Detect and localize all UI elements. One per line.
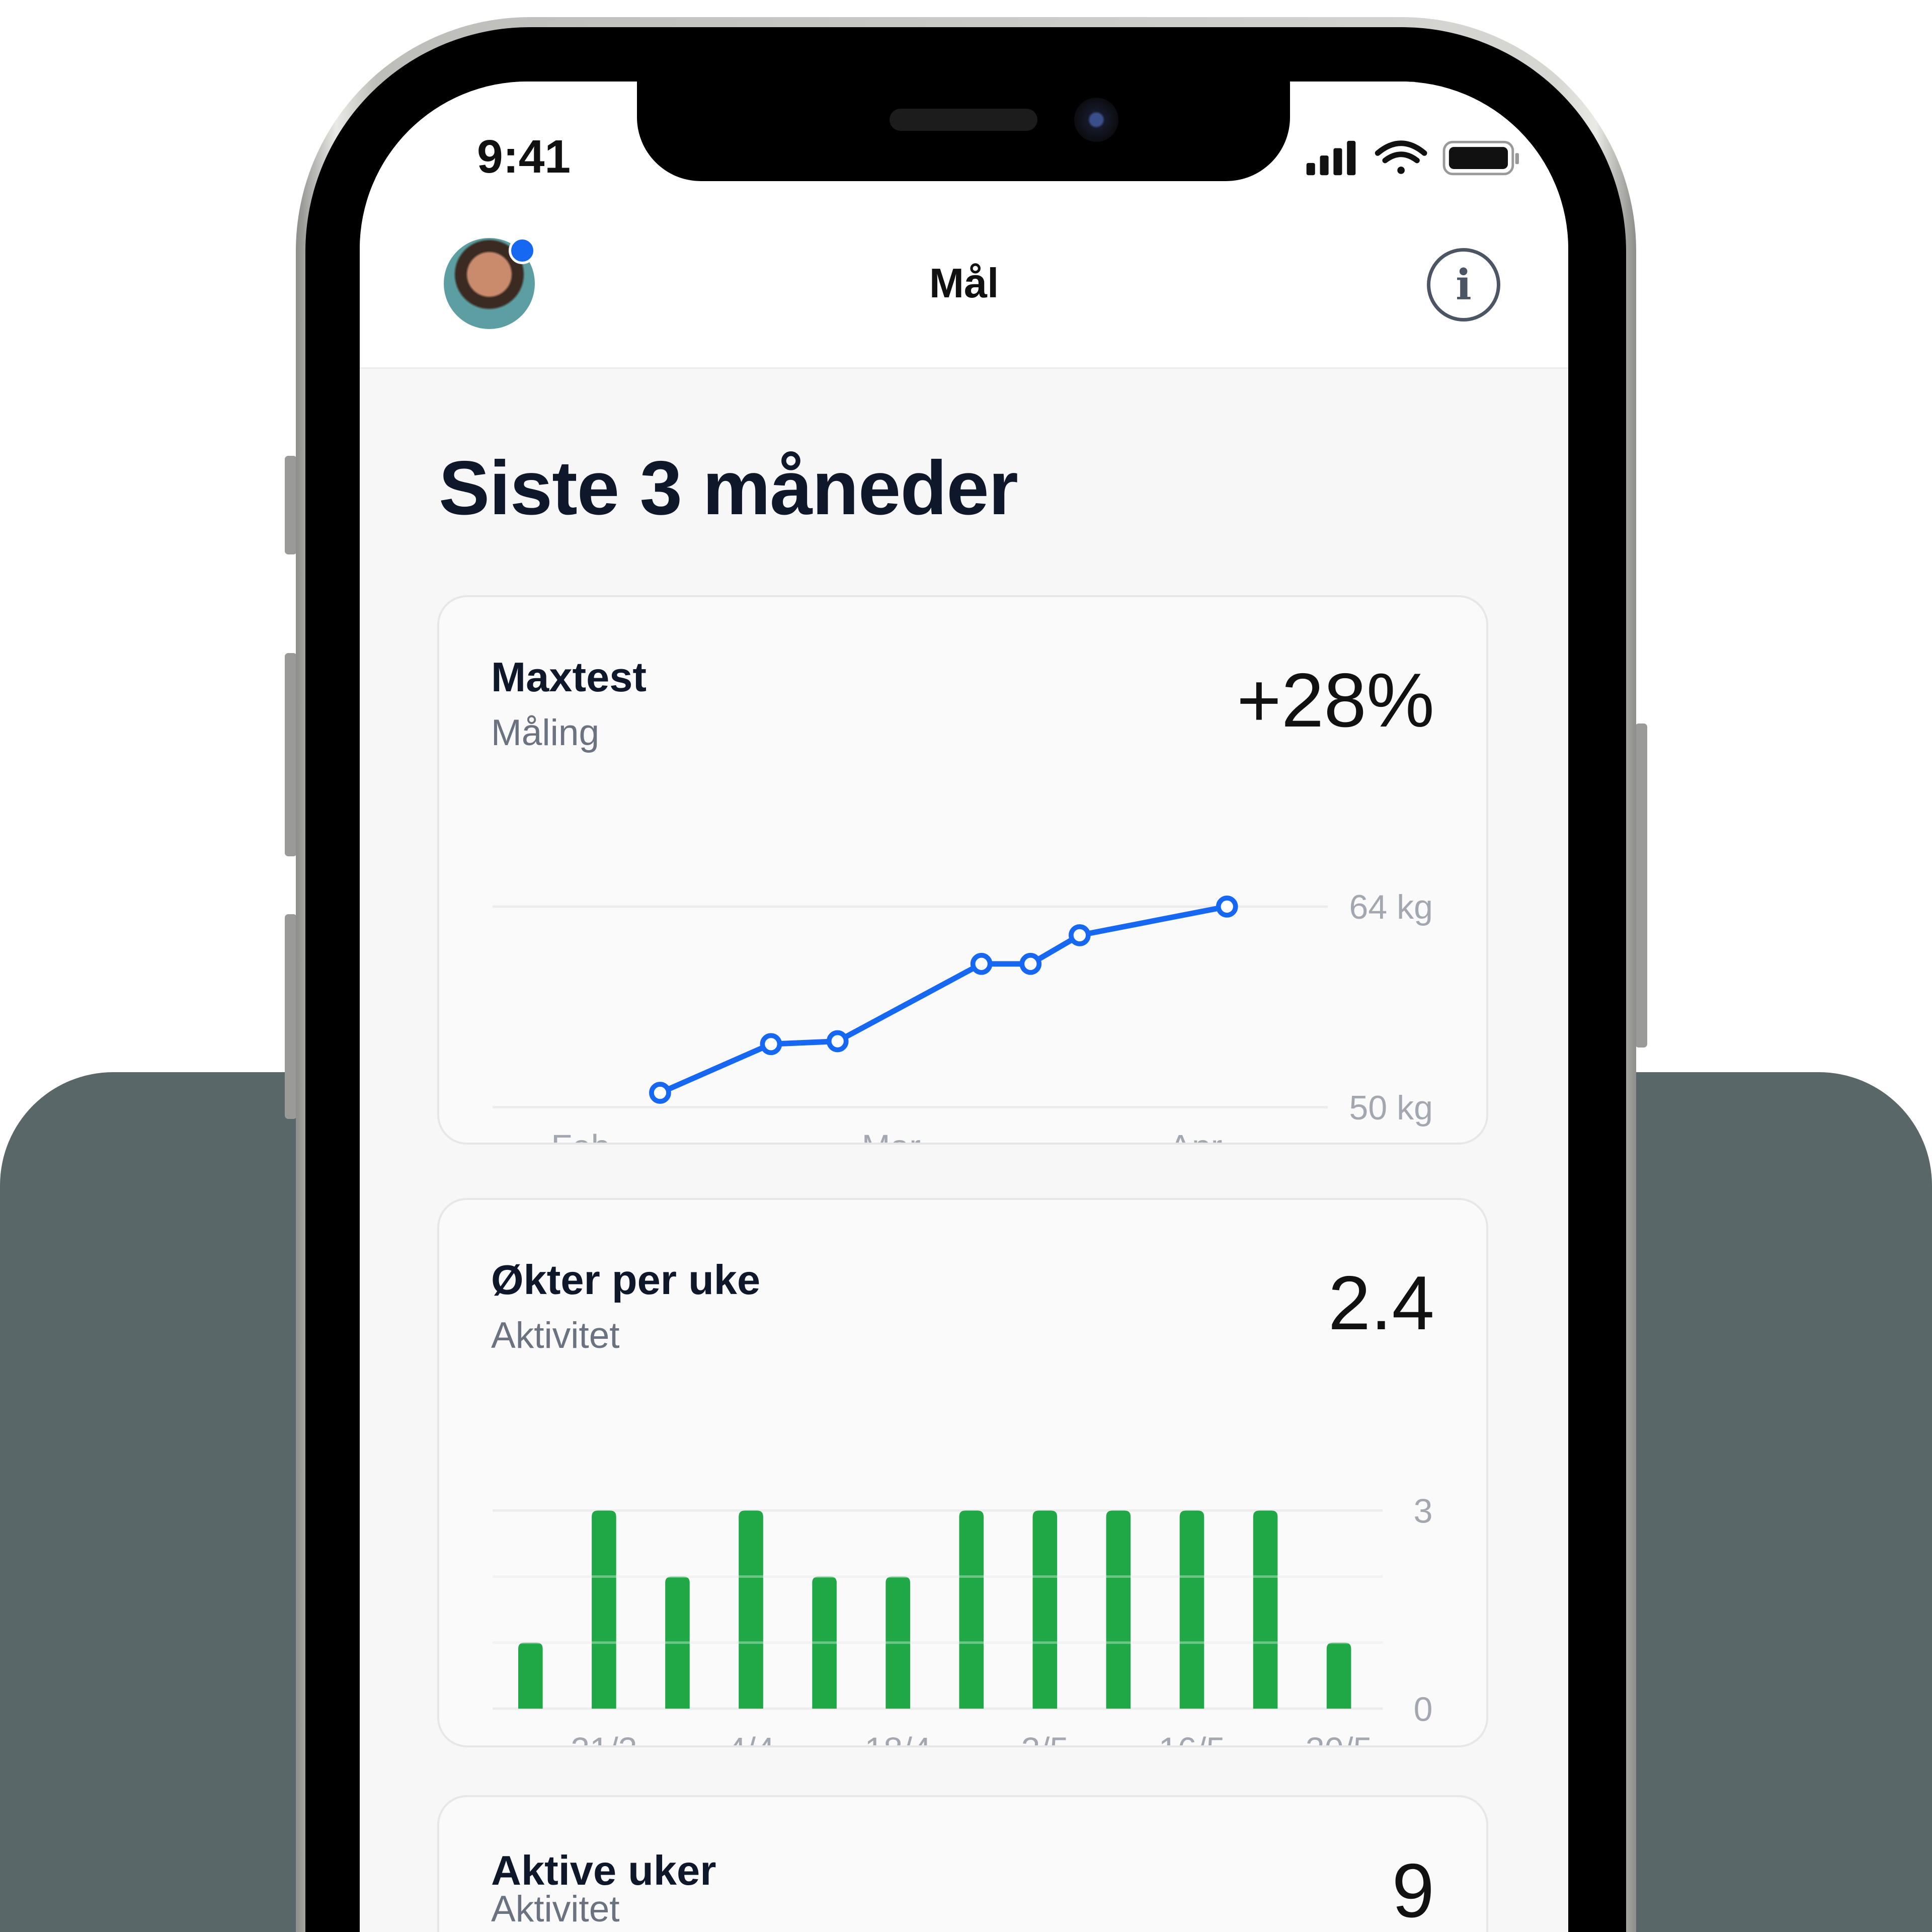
data-point: [760, 1033, 782, 1056]
x-tick-label: 2/5: [1021, 1731, 1069, 1745]
bar: [1326, 1642, 1351, 1709]
data-point: [1019, 952, 1042, 975]
section-heading: Siste 3 måneder: [439, 445, 1018, 531]
bar: [592, 1510, 616, 1709]
mute-switch: [285, 456, 297, 554]
bar: [518, 1642, 543, 1709]
bar: [665, 1576, 690, 1709]
data-point: [1069, 924, 1091, 946]
card-subtitle: Aktivitet: [491, 1889, 620, 1929]
x-tick-label: 30/5: [1306, 1731, 1372, 1745]
status-icons: [1306, 140, 1519, 176]
speaker: [890, 109, 1037, 131]
bar: [1179, 1510, 1204, 1709]
volume-up-button: [285, 653, 297, 856]
card-title: Maxtest: [491, 654, 647, 700]
status-time: 9:41: [477, 130, 571, 183]
y-tick-label: 0: [1414, 1690, 1433, 1728]
phone-screen: 9:41 Mål i: [360, 82, 1568, 1932]
card-sessions-per-week[interactable]: Økter per uke Aktivitet 2.4 3 0 21/3 4/4 18/…: [437, 1198, 1488, 1747]
volume-down-button: [285, 914, 297, 1119]
battery-icon: [1442, 140, 1519, 176]
power-button: [1635, 723, 1647, 1048]
camera: [1074, 98, 1118, 142]
bar: [886, 1576, 910, 1709]
bar: [1106, 1510, 1131, 1709]
bar: [959, 1510, 984, 1709]
x-tick-label: 16/5: [1159, 1731, 1225, 1745]
data-point: [649, 1082, 671, 1104]
data-point: [826, 1030, 849, 1053]
x-tick-label: Feb: [551, 1128, 610, 1143]
data-point: [970, 952, 993, 975]
y-tick-label: 3: [1414, 1492, 1433, 1531]
card-subtitle: Aktivitet: [491, 1315, 620, 1356]
card-subtitle: Måling: [491, 712, 600, 753]
bar: [1032, 1510, 1058, 1709]
line-chart: 64 kg 50 kg Feb Mar Apr: [492, 888, 1433, 1143]
card-value: +28%: [1237, 658, 1434, 743]
bar-chart: 3 0 21/3 4/4 18/4 2/5 16/5 30/5: [492, 1492, 1433, 1745]
card-value: 9: [1392, 1848, 1434, 1932]
x-tick-label: Apr: [1169, 1128, 1223, 1143]
x-tick-label: 21/3: [571, 1731, 637, 1745]
x-tick-label: Mar: [862, 1128, 921, 1143]
bar: [812, 1576, 837, 1709]
data-point: [1216, 896, 1238, 918]
bar: [739, 1510, 763, 1709]
card-title: Økter per uke: [491, 1256, 761, 1303]
bar: [1253, 1510, 1278, 1709]
info-icon[interactable]: i: [1427, 248, 1500, 321]
data-line: [659, 904, 1228, 1096]
cellular-signal-icon: [1306, 140, 1356, 176]
y-tick-label: 64 kg: [1349, 888, 1433, 926]
wifi-icon: [1375, 140, 1427, 174]
page-title: Mål: [929, 260, 999, 306]
x-tick-label: 18/4: [864, 1731, 931, 1745]
x-tick-label: 4/4: [727, 1731, 775, 1745]
card-value: 2.4: [1328, 1260, 1434, 1346]
card-title: Aktive uker: [491, 1847, 716, 1894]
y-tick-label: 50 kg: [1349, 1089, 1433, 1127]
card-maxtest[interactable]: Maxtest Måling +28% 64 kg 50 kg Feb Mar Apr: [437, 595, 1488, 1145]
notch: [637, 82, 1290, 181]
notification-dot: [509, 237, 536, 264]
card-active-weeks[interactable]: Aktive uker Aktivitet 9: [437, 1795, 1488, 1932]
